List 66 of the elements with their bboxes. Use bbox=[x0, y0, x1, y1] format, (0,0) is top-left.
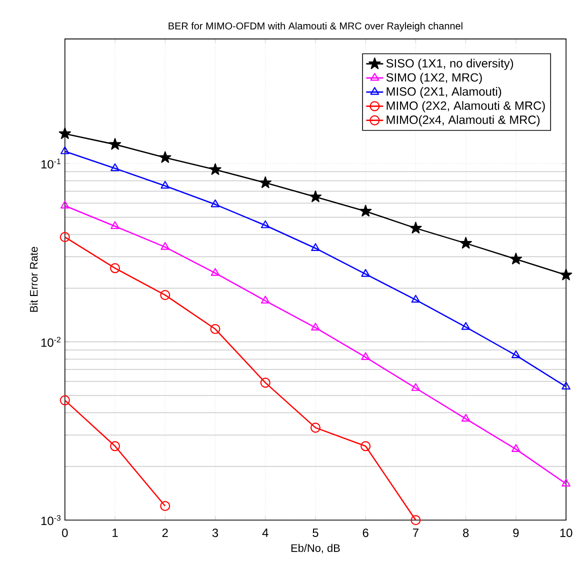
point bbox=[410, 515, 421, 526]
point bbox=[110, 163, 120, 172]
x-tick-label: 2 bbox=[162, 528, 168, 537]
point bbox=[309, 190, 322, 202]
point bbox=[562, 382, 570, 390]
point bbox=[260, 378, 270, 388]
point bbox=[60, 146, 70, 154]
x-tick-label: 9 bbox=[513, 528, 519, 538]
x-tick-label: 7 bbox=[412, 528, 418, 537]
x-tick-label: 8 bbox=[463, 528, 469, 538]
chart-title: BER for MIMO-OFDM with Alamouti & MRC over Rayleigh channel bbox=[168, 22, 462, 32]
point bbox=[510, 252, 522, 264]
point bbox=[461, 414, 470, 422]
point bbox=[60, 200, 70, 208]
point bbox=[210, 324, 220, 334]
y-axis-title: Bit Error Rate bbox=[30, 246, 38, 312]
point bbox=[460, 236, 472, 249]
point bbox=[361, 352, 370, 360]
point bbox=[411, 383, 420, 391]
point bbox=[311, 322, 320, 330]
legend-label: SISO (1X1, no diversity) bbox=[386, 58, 514, 70]
x-tick-label: 0 bbox=[62, 528, 68, 538]
point bbox=[110, 221, 120, 230]
x-tick-label: 3 bbox=[212, 528, 218, 538]
point bbox=[260, 220, 270, 228]
legend-label: MISO (2X1, Alamouti) bbox=[386, 86, 502, 98]
point bbox=[361, 269, 370, 277]
x-tick-label: 10 bbox=[560, 528, 572, 538]
y-tick-label: 10$^{-1}$ bbox=[41, 158, 60, 168]
point bbox=[160, 242, 170, 250]
point bbox=[110, 263, 120, 274]
point bbox=[360, 204, 372, 217]
point bbox=[160, 180, 170, 189]
point bbox=[360, 441, 371, 452]
point bbox=[60, 395, 70, 406]
x-tick-label: 4 bbox=[262, 528, 268, 537]
point bbox=[311, 243, 320, 251]
legend-label: MIMO (2X2, Alamouti & MRC) bbox=[386, 101, 545, 112]
legend-label: SIMO (1X2, MRC) bbox=[386, 72, 482, 84]
x-tick-label: 5 bbox=[312, 528, 318, 537]
point bbox=[259, 176, 272, 188]
point bbox=[60, 232, 70, 242]
point bbox=[58, 127, 71, 139]
point bbox=[210, 199, 220, 208]
point bbox=[159, 151, 172, 163]
point bbox=[310, 422, 320, 433]
legend-label: MIMO(2x4, Alamouti & MRC) bbox=[386, 115, 540, 126]
point bbox=[560, 268, 572, 280]
point bbox=[160, 290, 170, 300]
point bbox=[210, 268, 220, 276]
point bbox=[410, 222, 422, 234]
y-tick-label: 10$^{-3}$ bbox=[41, 515, 61, 526]
point bbox=[160, 500, 170, 512]
point bbox=[110, 441, 120, 452]
x-tick-label: 1 bbox=[112, 528, 118, 537]
point bbox=[512, 444, 520, 452]
point bbox=[411, 294, 420, 303]
point bbox=[209, 163, 222, 175]
point bbox=[512, 350, 520, 358]
point bbox=[260, 296, 270, 304]
y-tick-label: 10$^{-2}$ bbox=[41, 336, 60, 347]
x-axis-title: Eb/No, dB bbox=[291, 544, 340, 554]
x-tick-label: 6 bbox=[362, 528, 368, 538]
point bbox=[562, 478, 570, 487]
point bbox=[108, 138, 122, 150]
point bbox=[461, 322, 470, 330]
